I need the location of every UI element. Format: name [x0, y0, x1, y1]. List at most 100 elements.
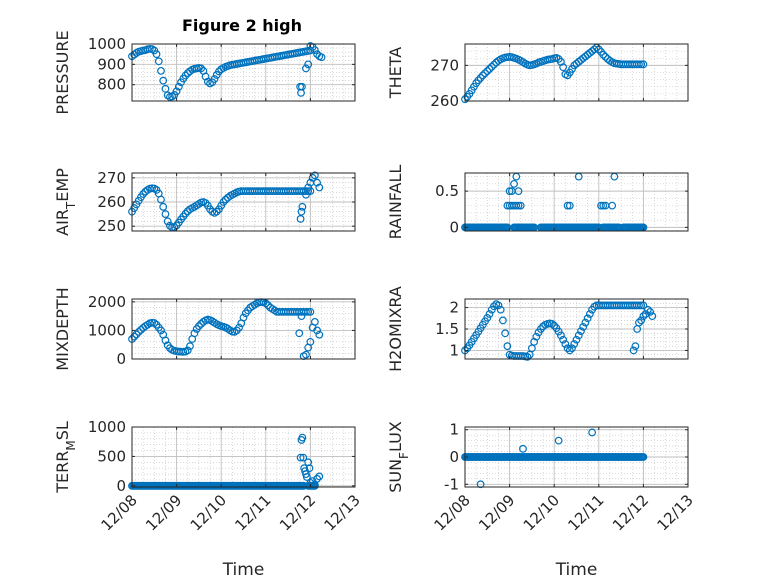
data-point: [481, 69, 489, 78]
data-point: [150, 319, 159, 327]
data-point: [597, 201, 605, 210]
data-point: [181, 71, 190, 80]
x-tick-label: 12/13: [321, 491, 364, 534]
data-point: [637, 316, 646, 325]
data-point: [565, 346, 574, 355]
data-point: [302, 64, 310, 73]
data-point: [483, 67, 492, 75]
markers: [128, 171, 324, 232]
axes-box: [464, 172, 689, 232]
data-point: [317, 53, 326, 62]
data-point: [643, 305, 652, 314]
data-point: [496, 305, 505, 314]
x-tick-label: 12/11: [231, 491, 274, 534]
y-axis-label: RAINFALL: [386, 165, 405, 240]
data-point: [501, 329, 510, 338]
data-point: [512, 201, 521, 210]
data-point: [172, 87, 181, 96]
markers: [461, 428, 648, 489]
data-point: [161, 336, 170, 345]
data-point: [577, 327, 585, 336]
data-point: [474, 76, 483, 85]
data-point: [174, 82, 183, 91]
data-point: [299, 453, 308, 462]
subplot-terr-msl: 0 500 1000 TERRMSL 12/08 12/09 12/10 12/11 12/12…: [53, 418, 364, 580]
data-point: [635, 318, 643, 327]
data-point: [648, 312, 657, 321]
x-axis-label: Time: [222, 560, 265, 580]
markers: [461, 300, 657, 361]
data-point: [490, 302, 498, 311]
data-point: [298, 433, 307, 442]
data-point: [568, 344, 576, 353]
data-point: [157, 326, 165, 335]
x-tick-label: 12/08: [431, 491, 474, 534]
data-point: [639, 60, 648, 69]
data-point: [639, 453, 648, 461]
y-tick-label: 1: [449, 421, 459, 439]
data-point: [306, 337, 315, 346]
data-point: [315, 472, 324, 481]
data-point: [629, 346, 638, 355]
subplot-air-temp: 250 260 270 AIRTEMP: [53, 168, 356, 236]
data-point: [181, 209, 190, 218]
axes-box: [464, 43, 689, 102]
data-point: [554, 327, 563, 336]
data-point: [170, 223, 179, 232]
data-point: [235, 323, 243, 332]
data-point: [565, 201, 574, 210]
x-tick-label: 12/09: [475, 491, 518, 534]
y-tick-label: 1000: [88, 35, 126, 53]
y-axis-label: TERRMSL: [53, 421, 78, 494]
data-point: [161, 84, 170, 93]
data-point: [548, 319, 556, 328]
data-point: [302, 473, 311, 481]
data-point: [523, 352, 532, 361]
axes-box: [131, 43, 356, 102]
data-point: [635, 60, 643, 69]
y-axis-label: MIXDEPTH: [53, 287, 72, 370]
y-tick-label: 260: [97, 193, 126, 211]
y-tick-label: 0: [449, 448, 459, 466]
data-point: [559, 335, 568, 344]
data-point: [190, 329, 199, 338]
data-point: [635, 301, 643, 310]
data-point: [532, 332, 541, 341]
data-point: [157, 66, 165, 75]
y-tick-label: 270: [430, 56, 459, 74]
data-point: [494, 301, 503, 310]
data-point: [510, 179, 518, 188]
data-point: [130, 332, 139, 341]
axes-box: [131, 298, 356, 360]
markers: [128, 42, 326, 101]
y-tick-label: 0: [116, 477, 126, 495]
data-point: [239, 313, 248, 322]
axes-background: [465, 173, 688, 231]
markers: [128, 298, 324, 361]
data-point: [590, 45, 599, 54]
data-point: [514, 201, 523, 210]
y-tick-label: 270: [97, 169, 126, 187]
data-point: [639, 312, 648, 321]
subplot-pressure: 800 900 1000 PRESSURE: [53, 30, 356, 115]
data-point: [559, 63, 568, 72]
data-point: [585, 310, 594, 318]
data-point: [297, 207, 306, 216]
data-point: [485, 65, 494, 73]
data-point: [159, 76, 168, 85]
data-point: [310, 46, 319, 55]
data-point: [313, 474, 321, 483]
data-point: [516, 201, 525, 210]
y-axis-label: AIRTEMP: [53, 168, 78, 236]
data-point: [139, 190, 148, 198]
data-point: [639, 301, 648, 310]
data-point: [219, 198, 228, 206]
data-point: [310, 171, 319, 180]
data-point: [210, 75, 219, 83]
data-point: [297, 312, 306, 321]
data-point: [183, 346, 192, 355]
data-point: [302, 307, 310, 316]
data-point: [308, 173, 317, 182]
data-point: [163, 217, 172, 226]
